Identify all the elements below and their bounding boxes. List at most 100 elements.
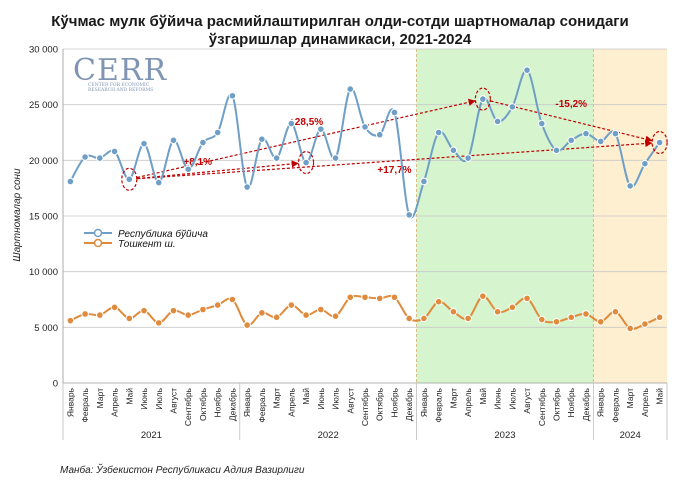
data-point-series-0 <box>493 117 502 126</box>
data-point-series-1 <box>479 292 487 300</box>
data-point-series-0 <box>169 136 178 145</box>
x-tick-label: Июль <box>154 387 164 409</box>
data-point-series-0 <box>479 95 487 103</box>
data-point-series-0 <box>110 147 119 156</box>
data-point-series-0 <box>331 154 340 162</box>
data-point-series-0 <box>611 129 620 138</box>
data-point-series-0 <box>596 137 605 146</box>
x-tick-label: Июль <box>507 387 517 409</box>
data-point-series-0 <box>523 66 531 74</box>
data-point-series-1 <box>434 297 443 306</box>
x-tick-label: Август <box>522 388 532 414</box>
data-point-series-1 <box>287 301 296 309</box>
data-point-series-1 <box>140 306 148 315</box>
x-tick-label: Май <box>655 388 665 405</box>
data-point-series-1 <box>626 324 634 333</box>
y-axis-label: Шартномалар сони <box>12 168 23 262</box>
trend-label: +17,7% <box>377 165 411 176</box>
x-tick-label: Февраль <box>80 387 90 422</box>
data-point-series-0 <box>420 177 428 186</box>
data-point-series-1 <box>523 294 531 303</box>
data-point-series-0 <box>81 153 89 161</box>
data-point-series-0 <box>199 138 207 147</box>
data-point-series-1 <box>184 311 193 319</box>
data-point-series-1 <box>302 311 310 319</box>
x-tick-label: Апрель <box>640 387 650 416</box>
x-tick-label: Июнь <box>493 387 503 409</box>
data-point-series-1 <box>272 313 281 322</box>
data-point-series-1 <box>199 305 207 314</box>
x-tick-label: Август <box>345 388 355 414</box>
highlight-circle-0 <box>121 167 138 191</box>
legend-label-republic: Республика бўйича <box>118 228 208 240</box>
data-point-series-1 <box>125 314 134 323</box>
data-point-series-1 <box>110 303 119 312</box>
data-point-series-0 <box>154 178 163 187</box>
highlight-circles <box>121 87 668 191</box>
data-point-series-0 <box>346 85 355 93</box>
data-point-series-1 <box>596 317 605 326</box>
x-tick-label: Декабрь <box>581 387 591 421</box>
data-point-series-0 <box>361 123 369 131</box>
data-point-series-1 <box>390 293 399 302</box>
x-tick-label: Февраль <box>257 387 267 422</box>
data-point-series-1 <box>66 316 75 325</box>
data-point-series-1 <box>611 307 620 316</box>
data-point-series-1 <box>346 293 355 302</box>
data-point-series-1 <box>243 321 251 329</box>
legend-label-tashkent: Тошкент ш. <box>118 239 176 250</box>
data-point-series-1 <box>375 294 384 303</box>
x-tick-label: Декабрь <box>404 387 414 421</box>
data-point-series-0 <box>287 119 296 128</box>
chart-title-line-2: ўзгаришлар динамикаси, 2021-2024 <box>209 31 472 48</box>
x-tick-label: Декабрь <box>227 387 237 421</box>
year-label: 2024 <box>620 430 641 441</box>
x-tick-label: Октябрь <box>552 387 562 421</box>
data-point-series-1 <box>317 305 325 314</box>
data-point-series-1 <box>213 301 222 309</box>
data-point-series-1 <box>655 313 664 322</box>
x-tick-label: Ноябрь <box>389 387 399 417</box>
x-tick-label: Ноябрь <box>213 387 223 417</box>
x-tick-label: Сентябрь <box>183 387 193 426</box>
y-axis: 0 5 000 10 000 15 000 20 000 25 000 30 000 <box>29 45 64 390</box>
x-tick-label: Июнь <box>139 387 149 409</box>
x-tick-label: Апрель <box>110 387 120 416</box>
x-tick-label: Январь <box>596 387 606 417</box>
data-point-series-1 <box>96 311 104 319</box>
x-tick-label: Январь <box>65 387 75 417</box>
legend-marker-republic <box>93 228 103 238</box>
trend-arrow-0 <box>137 160 299 180</box>
data-point-series-0 <box>641 159 649 168</box>
data-point-series-0 <box>464 154 472 162</box>
x-tick-label: Июнь <box>316 387 326 409</box>
y-tick-label: 25 000 <box>29 100 58 111</box>
data-point-series-1 <box>361 293 369 302</box>
y-tick-label: 10 000 <box>29 267 58 278</box>
data-point-series-1 <box>464 314 472 323</box>
legend: Республика бўйича Тошкент ш. <box>84 228 208 250</box>
x-tick-label: Сентябрь <box>360 387 370 426</box>
year-label: 2023 <box>494 430 515 441</box>
x-tick-label: Март <box>272 388 282 408</box>
logo-text: CERR <box>73 53 167 88</box>
data-point-series-1 <box>537 315 546 324</box>
data-point-series-0 <box>184 165 193 174</box>
highlight-circle-1 <box>297 150 315 175</box>
year-label: 2022 <box>318 430 339 441</box>
data-point-series-0 <box>228 91 237 100</box>
data-point-series-0 <box>655 138 664 147</box>
trend-label: +8,1% <box>183 157 212 168</box>
legend-marker-tashkent <box>93 238 103 248</box>
x-tick-label: Апрель <box>286 387 296 416</box>
data-point-series-1 <box>493 307 502 316</box>
chart-title-line-1: Кўчмас мулк бўйича расмийлаштирилган олд… <box>51 13 629 30</box>
highlight-circle-3 <box>651 130 668 155</box>
data-point-series-0 <box>243 183 251 191</box>
cerr-logo: CERR CENTER FOR ECONOMIC RESEARCH AND RE… <box>73 53 167 93</box>
data-point-series-0 <box>125 175 134 184</box>
trend-arrow-1 <box>137 139 653 180</box>
source-note: Манба: Ўзбекистон Республикаси Адлия Ваз… <box>60 463 305 476</box>
x-tick-label: Февраль <box>610 387 620 422</box>
x-axis: Январь Февраль Март Апрель Май Июнь Июль Август… <box>62 382 668 441</box>
